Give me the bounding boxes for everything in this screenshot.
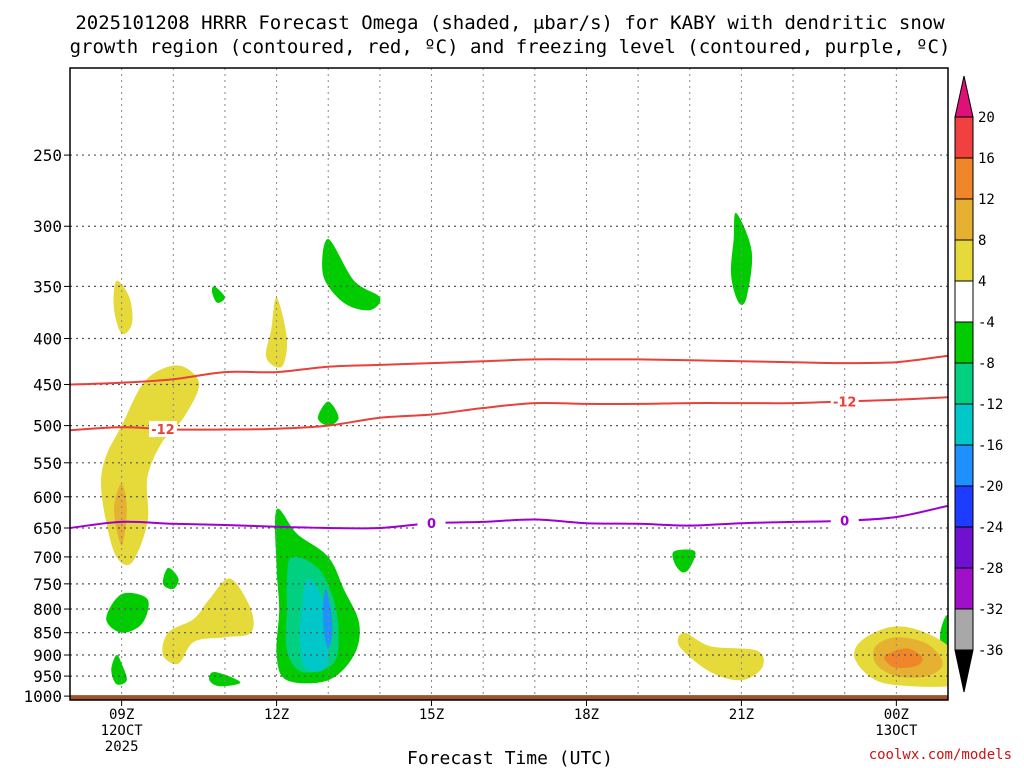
shaded-region-omega-pos-4-c (101, 365, 200, 566)
xtick-label-18z: 18Z (574, 707, 599, 723)
colorbar-tick-label: -24 (978, 520, 1003, 536)
shaded-region-omega-neg-16 (323, 589, 333, 649)
ytick-label-550: 550 (33, 454, 62, 473)
contour-label-dgz-bottom: -12 (833, 395, 857, 410)
shaded-region-omega-pos-4-e (677, 632, 764, 681)
ytick-label-850: 850 (33, 624, 62, 643)
shaded-region-omega-neg-4-j (209, 671, 241, 687)
ytick-label-400: 400 (33, 330, 62, 349)
contour-label-dgz-bottom: -12 (151, 423, 175, 438)
contour-label-bg (148, 421, 177, 438)
xtick-label-09z: 09Z (109, 707, 134, 723)
shaded-region-omega-pos-4-d (162, 578, 254, 665)
shaded-region-omega-neg-4-d (211, 286, 225, 303)
ytick-label-650: 650 (33, 519, 62, 538)
colorbar-band (954, 485, 974, 528)
shaded-region-omega-pos-12 (884, 648, 923, 669)
ytick-label-350: 350 (33, 277, 62, 296)
ytick-label-1000: 1000 (23, 687, 62, 706)
colorbar-tick-label: -32 (978, 602, 1003, 618)
contour-layer: -12 -12 0 0 (70, 354, 948, 532)
shaded-region-omega-neg-4-b (322, 238, 381, 311)
colorbar-tick-label: -12 (978, 397, 1003, 413)
colorbar-tick-label: -16 (978, 438, 1003, 454)
colorbar-tick-label: 8 (978, 233, 986, 249)
ytick-label-250: 250 (33, 146, 62, 165)
shaded-region-omega-neg-12 (299, 578, 329, 672)
colorbar-band (954, 608, 974, 651)
xtick-label-12oct: 12OCT (101, 723, 144, 739)
grid-layer (70, 68, 948, 700)
contour-label-freezing-level: 0 (840, 515, 849, 530)
omega-shading-layer (101, 212, 948, 687)
colorbar-tick-label: 16 (978, 151, 995, 167)
colorbar-band (954, 526, 974, 569)
ytick-label-600: 600 (33, 488, 62, 507)
xtick-label-21z: 21Z (729, 707, 754, 723)
shaded-region-omega-neg-4-g (106, 592, 149, 633)
colorbar-tick-label: 12 (978, 192, 995, 208)
ytick-label-800: 800 (33, 600, 62, 619)
colorbar-top-arrow (954, 75, 974, 118)
colorbar: 20 16 12 8 4 -4 -8 -12 -16 -20 -24 -28 -32 -36 (954, 75, 1003, 693)
chart-title-line-2: growth region (contoured, red, ºC) and f… (70, 36, 951, 58)
shaded-region-omega-neg-4-e (317, 401, 339, 426)
shaded-region-omega-neg-4-h (111, 654, 127, 685)
colorbar-band (954, 116, 974, 159)
ytick-label-300: 300 (33, 217, 62, 236)
colorbar-band (954, 362, 974, 405)
colorbar-tick-label: -36 (978, 643, 1003, 659)
chart-title-line-1: 2025101208 HRRR Forecast Omega (shaded, … (75, 12, 945, 34)
x-axis-label: Forecast Time (UTC) (407, 748, 613, 768)
colorbar-band (954, 444, 974, 487)
contour-dgz-bottom (70, 396, 948, 432)
colorbar-band (954, 239, 974, 282)
colorbar-tick-label: 4 (978, 274, 986, 290)
shaded-region-omega-pos-4-a (113, 280, 133, 335)
colorbar-tick-label: 20 (978, 110, 995, 126)
colorbar-tick-label: -20 (978, 479, 1003, 495)
contour-dgz-top (70, 354, 948, 386)
colorbar-band (954, 321, 974, 364)
colorbar-band (954, 157, 974, 200)
xtick-label-13oct: 13OCT (875, 723, 918, 739)
colorbar-band (954, 567, 974, 610)
xtick-label-00z: 00Z (884, 707, 909, 723)
contour-label-bg (417, 515, 446, 532)
contour-label-bg (830, 512, 859, 529)
shaded-region-omega-neg-4-i (162, 567, 179, 590)
xtick-label-15z: 15Z (419, 707, 444, 723)
ytick-label-450: 450 (33, 375, 62, 394)
ytick-label-750: 750 (33, 575, 62, 594)
colorbar-band (954, 198, 974, 241)
ground-surface (70, 695, 948, 700)
colorbar-bottom-arrow (954, 649, 974, 693)
shaded-region-omega-pos-8-a (113, 483, 127, 546)
colorbar-tick-label: -8 (978, 356, 995, 372)
credit-link[interactable]: coolwx.com/models (869, 747, 1012, 763)
colorbar-tick-label: -28 (978, 561, 1003, 577)
contour-label-freezing-level: 0 (427, 517, 436, 532)
colorbar-band (954, 280, 974, 323)
shaded-region-omega-neg-4-f (672, 549, 696, 573)
y-axis-ticks: 250 300 350 400 450 500 550 600 650 700 750 800 850 9… (23, 146, 70, 706)
ytick-label-700: 700 (33, 548, 62, 567)
ytick-label-900: 900 (33, 646, 62, 665)
colorbar-tick-label: -4 (978, 315, 995, 331)
ground-layer (70, 695, 948, 700)
shaded-region-omega-neg-4-c (730, 212, 753, 305)
ytick-label-950: 950 (33, 667, 62, 686)
contour-label-bg (830, 393, 859, 410)
ytick-label-500: 500 (33, 417, 62, 436)
colorbar-band (954, 403, 974, 446)
xtick-label-12z: 12Z (264, 707, 289, 723)
xtick-label-2025: 2025 (105, 739, 139, 755)
contour-freezing-level (70, 504, 948, 530)
